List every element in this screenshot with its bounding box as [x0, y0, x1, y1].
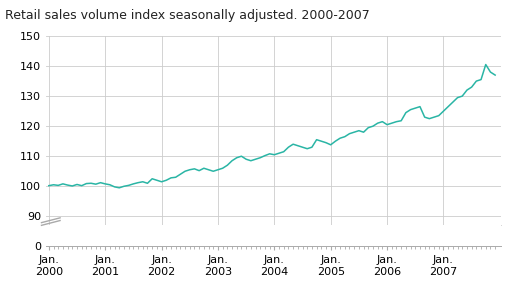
Text: Retail sales volume index seasonally adjusted. 2000-2007: Retail sales volume index seasonally adj…: [5, 9, 370, 22]
